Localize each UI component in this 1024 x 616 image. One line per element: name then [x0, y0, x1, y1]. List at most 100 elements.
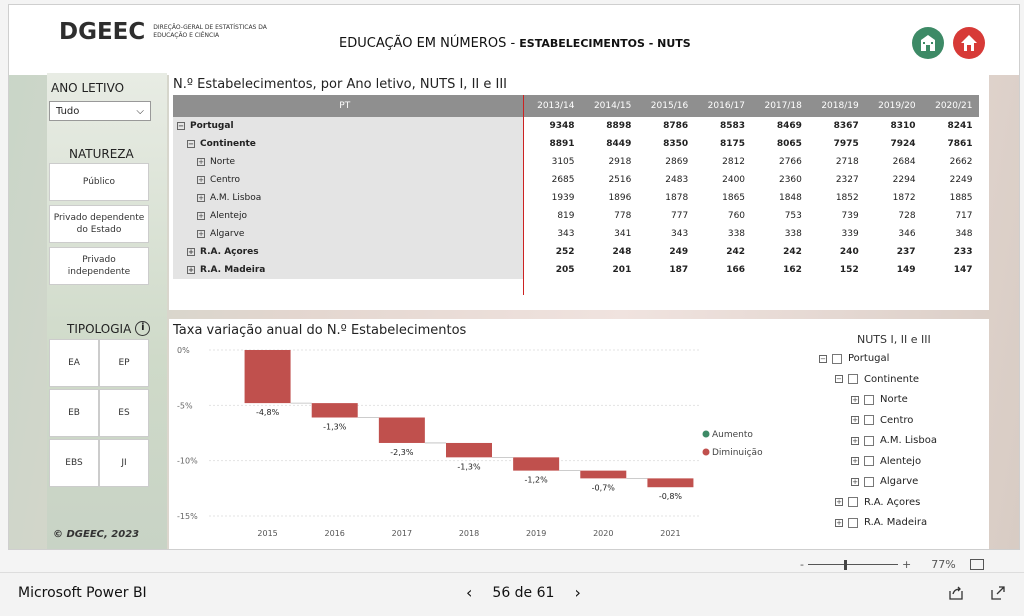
natureza-publico-button[interactable]: Público: [49, 163, 149, 201]
checkbox[interactable]: [864, 476, 874, 487]
slicer-item[interactable]: + Centro: [851, 415, 913, 426]
table-cell: 2249: [949, 175, 973, 185]
report-header: DGEEC DIREÇÃO-GERAL DE ESTATÍSTICAS DA E…: [9, 5, 1019, 75]
table-cell: 7861: [947, 139, 973, 149]
column-header-pt[interactable]: PT: [173, 95, 524, 117]
table-row: + A.M. Lisboa 1939 1896 1878 1865 1848 1852 1872…: [173, 189, 979, 207]
expand-icon[interactable]: +: [197, 157, 205, 166]
slicer-item[interactable]: + R.A. Madeira: [835, 517, 927, 528]
fit-page-icon[interactable]: [969, 559, 984, 570]
column-header-year[interactable]: 2013/14: [523, 95, 581, 117]
checkbox[interactable]: [848, 374, 858, 384]
column-header-year[interactable]: 2019/20: [864, 95, 922, 117]
tipologia-eb-button[interactable]: EB: [49, 389, 99, 437]
table-cell: 152: [839, 265, 859, 275]
expand-icon[interactable]: +: [835, 518, 843, 527]
slicer-item[interactable]: + R.A. Açores: [835, 497, 920, 508]
checkbox[interactable]: [864, 456, 874, 466]
row-name: R.A. Madeira: [200, 265, 266, 275]
next-page-icon[interactable]: ›: [574, 583, 581, 602]
school-icon[interactable]: [912, 27, 944, 59]
waterfall-bar: [580, 470, 627, 479]
copyright-text: © DGEEC, 2023: [53, 529, 140, 540]
table-cell: 1896: [608, 193, 632, 203]
table-row: + R.A. Açores 252 248 249 242 242 240 237 233: [173, 243, 979, 261]
column-header-year[interactable]: 2020/21: [921, 95, 979, 117]
tipologia-ji-button[interactable]: JI: [99, 439, 149, 487]
title-bold: ESTABELECIMENTOS - NUTS: [519, 37, 691, 50]
column-header-year[interactable]: 2018/19: [807, 95, 865, 117]
info-icon[interactable]: i: [135, 321, 151, 336]
expand-icon[interactable]: +: [851, 477, 859, 486]
slicer-item[interactable]: + A.M. Lisboa: [851, 435, 937, 446]
table-cell: 338: [727, 229, 746, 239]
checkbox[interactable]: [864, 415, 874, 425]
waterfall-bar: [647, 478, 694, 488]
slicer-item-label: Continente: [864, 373, 920, 385]
fullscreen-icon[interactable]: [990, 585, 1006, 605]
powerbi-footer: Microsoft Power BI ‹ 56 de 61 ›: [0, 572, 1024, 616]
natureza-privado-dependente-button[interactable]: Privado dependente do Estado: [49, 205, 149, 243]
row-label: + A.M. Lisboa: [173, 189, 524, 207]
expand-icon[interactable]: +: [851, 395, 859, 404]
logo-subtitle: DIREÇÃO-GERAL DE ESTATÍSTICAS DA EDUCAÇÃ…: [153, 24, 267, 39]
collapse-icon[interactable]: −: [819, 354, 827, 363]
expand-icon[interactable]: +: [197, 229, 205, 238]
expand-icon[interactable]: +: [835, 498, 843, 506]
collapse-icon[interactable]: −: [187, 139, 195, 148]
checkbox[interactable]: [848, 497, 858, 507]
tipologia-ebs-button[interactable]: EBS: [49, 439, 99, 487]
zoom-in-button[interactable]: +: [901, 558, 912, 571]
zoom-slider[interactable]: [807, 559, 898, 570]
home-icon[interactable]: [953, 27, 985, 59]
expand-icon[interactable]: +: [851, 457, 859, 465]
zoom-out-button[interactable]: -: [800, 558, 804, 571]
table-cell: 8469: [776, 121, 802, 131]
expand-icon[interactable]: +: [197, 175, 205, 184]
table-cell: 8786: [663, 121, 689, 131]
expand-icon[interactable]: +: [851, 436, 859, 445]
zoom-control: - + 77%: [800, 558, 984, 571]
column-header-year[interactable]: 2014/15: [580, 95, 638, 117]
expand-icon[interactable]: +: [187, 265, 195, 274]
tipologia-ea-button[interactable]: EA: [49, 339, 99, 387]
slicer-item[interactable]: + Algarve: [851, 476, 918, 487]
table-cell: 1939: [551, 193, 575, 203]
expand-icon[interactable]: +: [197, 193, 205, 202]
y-tick-label: -15%: [177, 512, 198, 521]
row-name: Continente: [200, 139, 256, 149]
checkbox[interactable]: [848, 517, 858, 528]
matrix-title: N.º Estabelecimentos, por Ano letivo, NU…: [173, 77, 508, 92]
natureza-privado-independente-button[interactable]: Privado independente: [49, 247, 149, 285]
slicer-item[interactable]: + Norte: [851, 394, 908, 405]
year-dropdown[interactable]: Tudo ⌵: [49, 101, 151, 121]
table-cell: 252: [555, 247, 575, 257]
waterfall-bar: [378, 417, 425, 443]
checkbox[interactable]: [832, 353, 842, 364]
tipologia-ep-button[interactable]: EP: [99, 339, 149, 387]
checkbox[interactable]: [864, 435, 874, 446]
chart-title: Taxa variação anual do N.º Estabelecimen…: [173, 323, 467, 338]
x-tick-label: 2019: [526, 529, 546, 538]
expand-icon[interactable]: +: [851, 416, 859, 424]
tipologia-es-button[interactable]: ES: [99, 389, 149, 437]
slicer-item[interactable]: − Continente: [835, 374, 919, 385]
column-header-year[interactable]: 2016/17: [694, 95, 752, 117]
column-header-year[interactable]: 2017/18: [751, 95, 808, 117]
column-header-year[interactable]: 2015/16: [637, 95, 695, 117]
slicer-item[interactable]: − Portugal: [819, 353, 889, 364]
collapse-icon[interactable]: −: [835, 375, 843, 383]
slicer-item[interactable]: + Alentejo: [851, 456, 921, 467]
share-icon[interactable]: [948, 585, 964, 605]
row-name: Portugal: [190, 121, 234, 131]
expand-icon[interactable]: +: [197, 211, 205, 220]
table-cell: 2483: [665, 175, 689, 185]
table-cell: 205: [555, 265, 575, 275]
x-tick-label: 2018: [459, 529, 479, 538]
collapse-icon[interactable]: −: [177, 121, 185, 130]
previous-page-icon[interactable]: ‹: [466, 583, 473, 602]
expand-icon[interactable]: +: [187, 247, 195, 256]
table-cell: 343: [671, 229, 689, 239]
checkbox[interactable]: [864, 394, 874, 405]
x-tick-label: 2020: [593, 529, 613, 538]
